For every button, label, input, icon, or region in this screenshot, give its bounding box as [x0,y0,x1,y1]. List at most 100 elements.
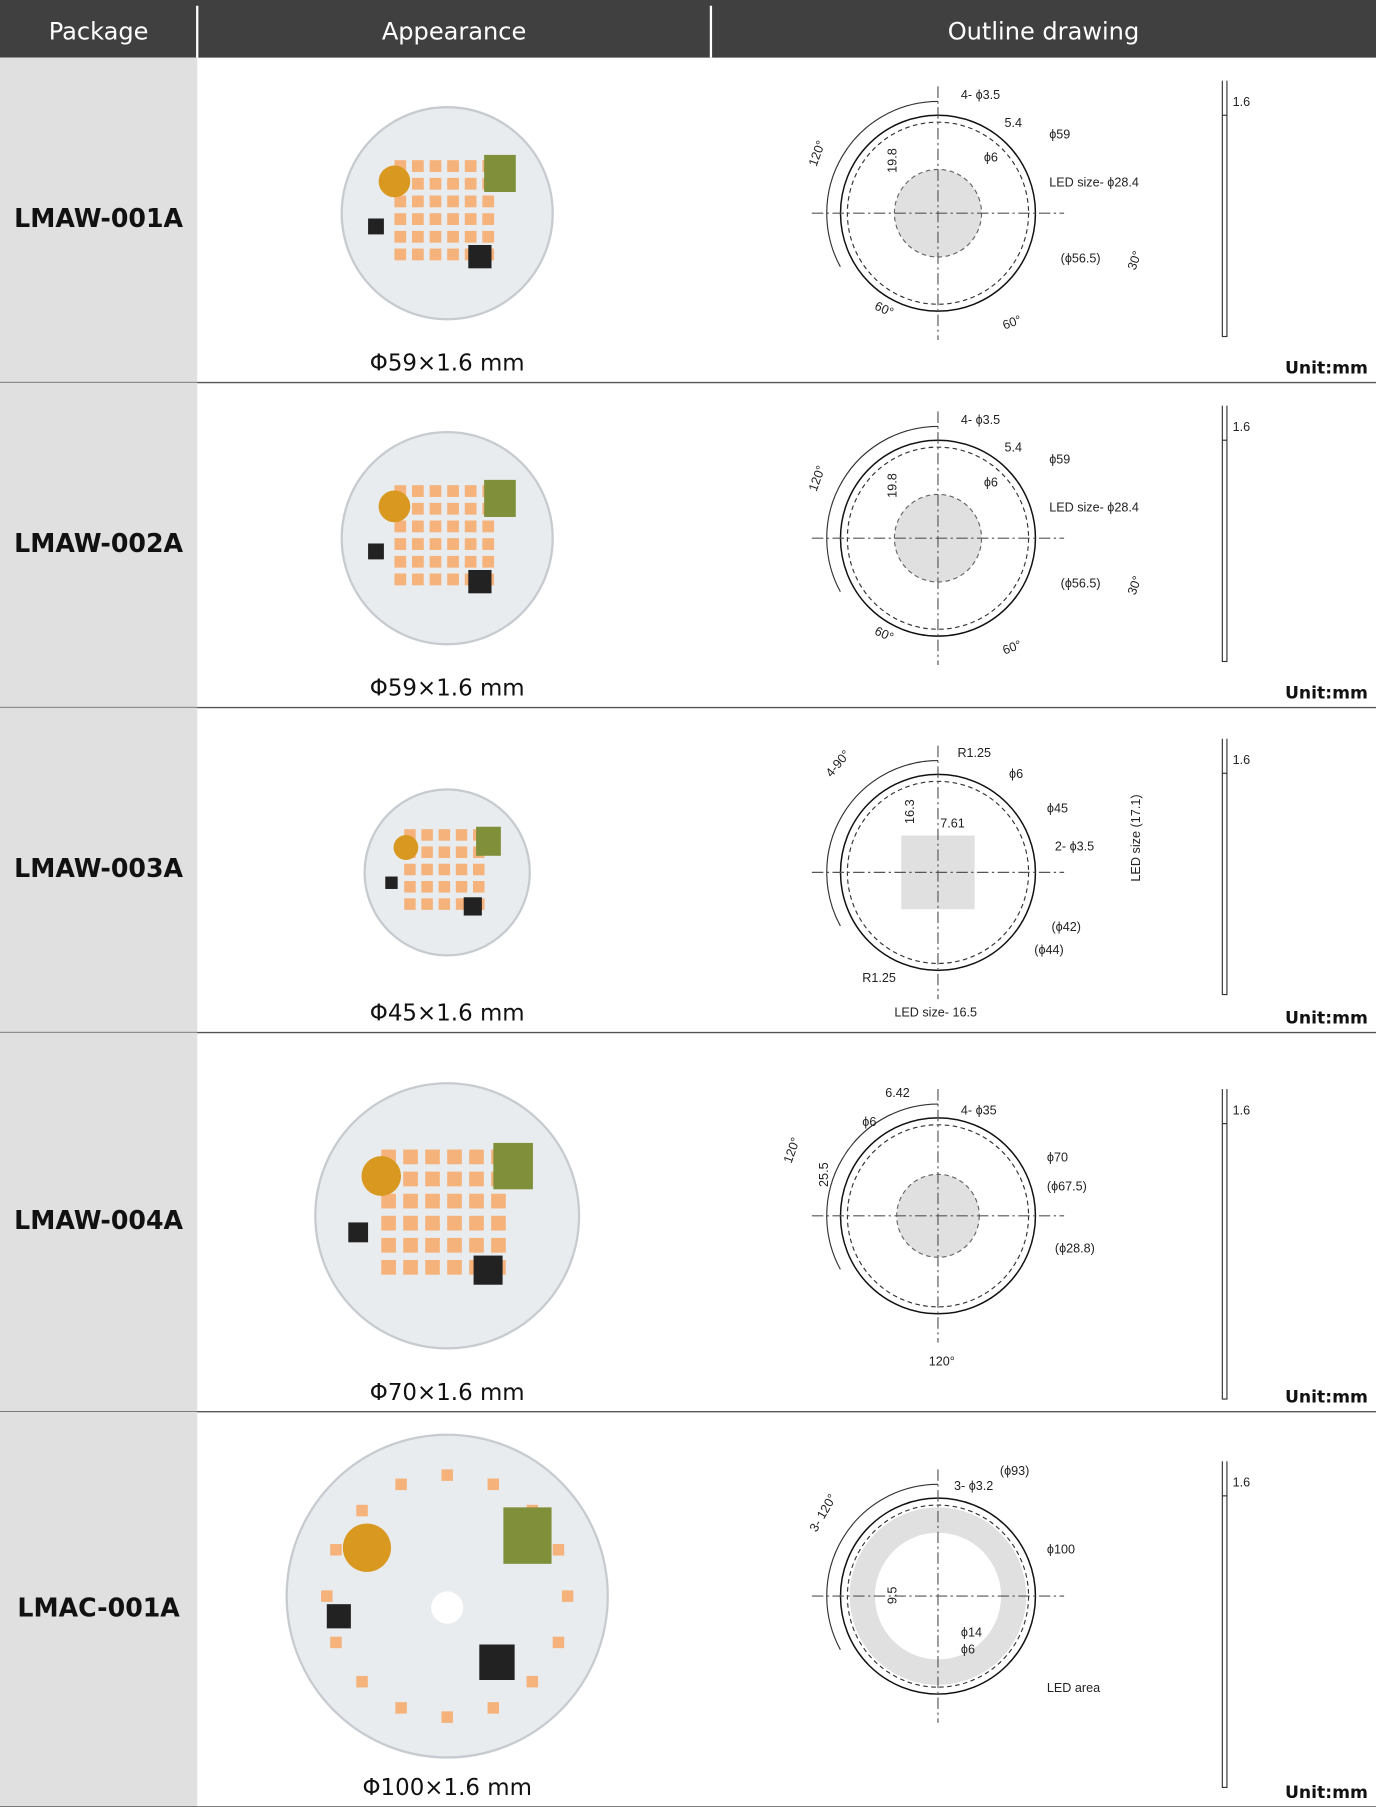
led-chip [412,195,424,208]
led-chip [473,863,485,876]
led-chip [552,1544,565,1556]
led-chip [429,248,442,261]
led-chip [429,177,442,190]
drawing-label: 120° [806,139,828,168]
drawing-label: 30° [1125,249,1145,272]
drawing-label: ϕ59 [1049,127,1070,141]
led-chip [482,520,495,533]
dimension-arc [826,1483,938,1650]
header-bar [0,0,1376,58]
package-cell [0,57,198,383]
component [342,1523,392,1572]
header-cell: Package [49,17,149,45]
led-chip [438,898,451,910]
led-chip [447,1149,462,1165]
drawing-label: (ϕ56.5) [1061,252,1101,266]
led-chip [464,538,477,550]
led-chip [330,1544,342,1556]
led-chip [447,1237,462,1253]
led-chip [469,1149,484,1165]
drawing-label: ϕ100 [1047,1542,1075,1556]
header-cell: Appearance [382,17,526,45]
led-chip [464,555,477,568]
led-chip [412,177,424,190]
component [378,165,411,198]
led-chip [395,1478,407,1491]
led-chip [464,160,477,172]
drawing-label: ϕ6 [961,1643,975,1657]
led-chip [381,1237,396,1253]
led-chip [487,1702,500,1714]
led-chip [469,1215,484,1231]
drawing-label: 1.6 [1233,1103,1251,1117]
led-chip [464,485,477,497]
drawing-label: (ϕ44) [1034,943,1063,957]
led-chip [330,1636,342,1649]
led-chip [395,1702,407,1714]
drawing-label: 2- ϕ3.5 [1055,839,1094,853]
unit-label: Unit:mm [1285,1783,1368,1803]
led-chip [482,195,495,208]
package-cell [0,382,198,708]
component [479,1644,515,1681]
led-chip [482,213,495,225]
led-chip [403,1193,418,1209]
led-chip [425,1171,440,1187]
led-chip [421,898,433,910]
component [484,154,516,192]
led-chip [455,829,468,841]
drawing-label: 120° [929,1355,955,1369]
drawing-label: 1.6 [1233,420,1251,434]
drawing-label: 30° [1125,574,1145,597]
drawing-label: 5.4 [1004,441,1022,455]
drawing-label: 5.4 [1004,116,1022,130]
drawing-label: LED size- ϕ28.4 [1049,501,1139,515]
led-chip [464,195,477,208]
led-chip [394,485,407,497]
dimension-arc [826,425,938,593]
led-chip [356,1504,368,1517]
led-chip [394,213,407,225]
led-chip [464,213,477,225]
led-chip [447,502,459,515]
drawing-label: ϕ70 [1047,1151,1068,1165]
led-chip [447,160,459,172]
dimension-arc [826,100,938,268]
led-chip [469,1193,484,1209]
led-chip [425,1259,440,1275]
board-size: Φ100×1.6 mm [362,1775,531,1801]
led-chip [438,863,451,876]
drawing-label: 1.6 [1233,1476,1251,1490]
led-chip [403,1259,418,1275]
drawing-label: 4-90° [823,748,853,780]
led-chip [429,538,442,550]
led-chip [394,195,407,208]
led-chip [438,846,451,858]
led-chip [552,1636,565,1649]
dimension-arc [826,760,938,927]
drawing-label: ϕ59 [1049,452,1070,466]
led-chip [421,846,433,858]
led-chip [356,1675,368,1688]
drawing-label: 25.5 [817,1162,831,1187]
led-chip [429,485,442,497]
led-chip [404,829,416,841]
drawing-label: LED size- ϕ28.4 [1049,176,1139,190]
drawing-label: R1.25 [862,971,896,985]
table-row: LMAW-001A Φ59×1.6 mm 4- ϕ3.5 5.4 ϕ59 ϕ6 19.8 12… [0,57,1376,384]
led-chip [447,248,459,261]
side-profile [1221,439,1228,663]
led-chip [425,1193,440,1209]
led-chip [447,573,459,586]
led-chip [394,160,407,172]
led-chip [491,1215,506,1231]
header-cell: Outline drawing [948,17,1140,45]
component [463,897,482,916]
led-chip [469,1171,484,1187]
drawing-label: 3- ϕ3.2 [954,1479,993,1493]
led-chip [381,1193,396,1209]
led-chip [394,555,407,568]
drawing-label: 16.3 [903,799,917,824]
led-chip [438,881,451,893]
